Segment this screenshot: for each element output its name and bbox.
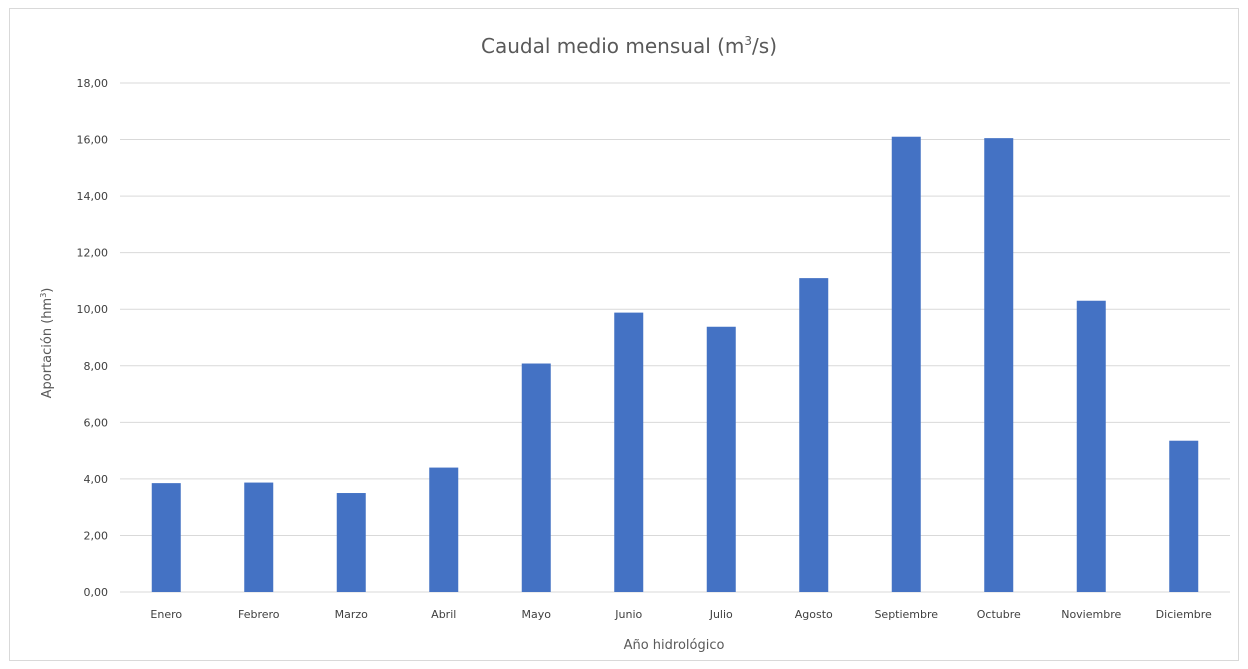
x-tick-label: Mayo bbox=[522, 608, 552, 621]
x-tick-label: Marzo bbox=[335, 608, 369, 621]
bar-mayo bbox=[521, 363, 551, 592]
x-tick-label: Abril bbox=[431, 608, 456, 621]
y-tick-label: 2,00 bbox=[84, 529, 109, 542]
y-tick-label: 12,00 bbox=[77, 247, 109, 260]
y-tick-label: 10,00 bbox=[77, 303, 109, 316]
bar-septiembre bbox=[891, 136, 921, 592]
y-tick-label: 4,00 bbox=[84, 473, 109, 486]
x-tick-label: Noviembre bbox=[1061, 608, 1121, 621]
x-axis-title: Año hidrológico bbox=[624, 638, 725, 653]
x-tick-label: Febrero bbox=[238, 608, 280, 621]
y-tick-label: 8,00 bbox=[84, 360, 109, 373]
bar-noviembre bbox=[1076, 300, 1106, 592]
bar-chart: Caudal medio mensual (m3/s) 0,00 2,00 4,00… bbox=[39, 34, 1230, 653]
y-tick-label: 0,00 bbox=[84, 586, 109, 599]
y-tick-label: 6,00 bbox=[84, 416, 109, 429]
y-tick-label: 18,00 bbox=[77, 77, 109, 90]
bars bbox=[151, 136, 1199, 592]
y-axis-title: Aportación (hm3) bbox=[39, 288, 55, 399]
x-tick-label: Junio bbox=[614, 608, 642, 621]
gridlines bbox=[120, 82, 1230, 593]
bar-julio bbox=[706, 326, 736, 592]
chart-title: Caudal medio mensual (m3/s) bbox=[481, 34, 777, 58]
bar-junio bbox=[614, 312, 644, 592]
x-tick-label: Septiembre bbox=[874, 608, 938, 621]
bar-febrero bbox=[244, 482, 274, 592]
bar-octubre bbox=[984, 138, 1014, 592]
bar-abril bbox=[429, 467, 459, 592]
bar-enero bbox=[151, 483, 181, 592]
bar-marzo bbox=[336, 493, 366, 592]
y-axis-ticks: 0,00 2,00 4,00 6,00 8,00 10,00 12,00 14,00 16,00… bbox=[77, 77, 109, 599]
x-tick-label: Octubre bbox=[977, 608, 1021, 621]
chart-frame: Caudal medio mensual (m3/s) 0,00 2,00 4,00… bbox=[9, 8, 1239, 661]
x-tick-label: Diciembre bbox=[1156, 608, 1212, 621]
bar-agosto bbox=[799, 278, 829, 592]
x-tick-label: Julio bbox=[709, 608, 733, 621]
y-tick-label: 14,00 bbox=[77, 190, 109, 203]
x-axis-ticks: Enero Febrero Marzo Abril Mayo Junio Julio Agos… bbox=[150, 608, 1212, 621]
bar-diciembre bbox=[1169, 440, 1199, 592]
x-tick-label: Enero bbox=[150, 608, 182, 621]
y-tick-label: 16,00 bbox=[77, 134, 109, 147]
x-tick-label: Agosto bbox=[795, 608, 833, 621]
